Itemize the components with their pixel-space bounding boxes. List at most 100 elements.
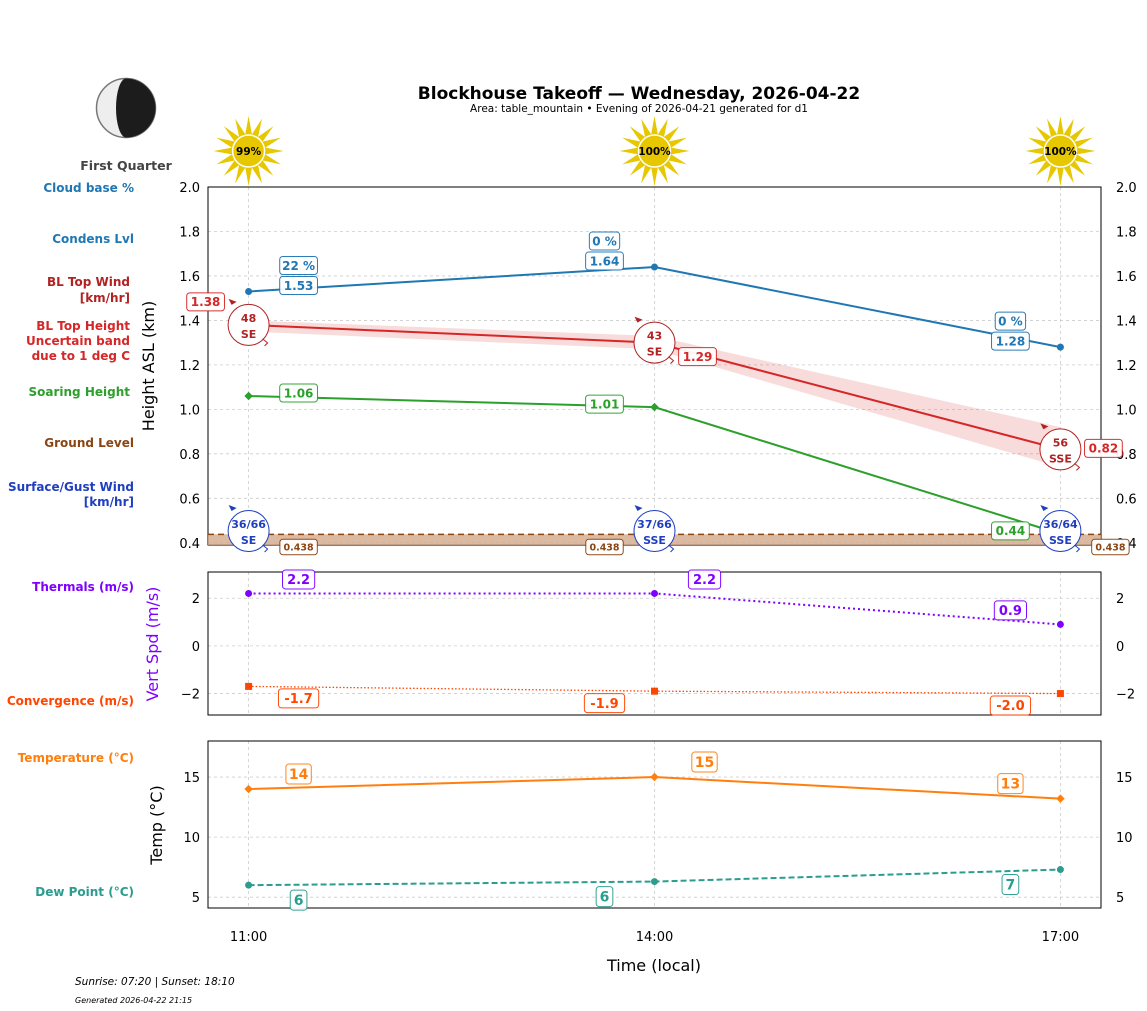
bl-top-wind-circle bbox=[633, 321, 676, 364]
y-tick-label: 0.6 bbox=[179, 492, 200, 507]
dewpoint-label-box bbox=[289, 889, 308, 911]
temperature-point bbox=[650, 772, 659, 782]
legend-condens: Condens Lvl bbox=[52, 232, 134, 246]
bl-top-wind-circle bbox=[1039, 428, 1082, 471]
y-tick-label: 0.4 bbox=[179, 537, 200, 552]
surface-wind-direction: SSE bbox=[1049, 534, 1072, 547]
convergence-label: -2.0 bbox=[996, 699, 1024, 714]
surface-wind-direction-arrow-icon bbox=[1040, 505, 1049, 511]
bl-top-wind-speed: 48 bbox=[241, 312, 256, 325]
surface-wind-direction: SSE bbox=[643, 534, 666, 547]
bl-top-height-label: 1.38 bbox=[191, 295, 221, 309]
legend-bl-band: Uncertain band bbox=[26, 334, 130, 348]
sun-disc bbox=[231, 134, 266, 168]
ground-level-label-box bbox=[1091, 538, 1130, 556]
cloud-base-label-box bbox=[588, 231, 621, 251]
y-tick-label-right: 2 bbox=[1116, 592, 1124, 607]
sun-percent-label: 100% bbox=[638, 146, 671, 158]
convergence-label-box bbox=[989, 695, 1032, 716]
dewpoint-point bbox=[245, 881, 253, 889]
y-tick-label-right: 2.0 bbox=[1116, 181, 1137, 196]
x-tick-label: 11:00 bbox=[230, 930, 267, 945]
soaring-point bbox=[244, 391, 253, 401]
soaring-height-label: 1.06 bbox=[284, 386, 314, 400]
sun-disc bbox=[637, 134, 672, 168]
y-tick-label: 2.0 bbox=[179, 181, 200, 196]
surface-wind-circle bbox=[1039, 510, 1082, 552]
convergence-label-box bbox=[277, 688, 320, 709]
thermals-point bbox=[245, 589, 253, 597]
soaring-height-label: 1.01 bbox=[590, 397, 620, 411]
legend-bl-band-note: due to 1 deg C bbox=[32, 349, 131, 363]
y-tick-label: 15 bbox=[183, 771, 200, 786]
ground-level-label-box bbox=[279, 538, 318, 556]
condens-label: 1.53 bbox=[284, 279, 314, 293]
ground-level-label-box bbox=[585, 538, 624, 556]
thermals-point bbox=[1056, 620, 1064, 628]
convergence-point bbox=[245, 682, 253, 690]
temperature-point bbox=[1056, 794, 1065, 803]
bl-top-wind-direction-arrow-icon bbox=[228, 298, 237, 305]
convergence-label-box bbox=[583, 693, 626, 714]
moon-icon bbox=[95, 77, 157, 139]
generated-timestamp: Generated 2026-04-22 21:15 bbox=[75, 996, 192, 1005]
chart-title: Blockhouse Takeoff — Wednesday, 2026-04-… bbox=[418, 84, 860, 104]
bl-top-wind-direction: SSE bbox=[1049, 452, 1072, 465]
chart-subtitle: Area: table_mountain • Evening of 2026-0… bbox=[470, 103, 808, 115]
convergence-point bbox=[651, 687, 658, 695]
cloud-base-label: 0 % bbox=[592, 234, 617, 248]
bl-top-wind-direction: SE bbox=[241, 328, 256, 341]
thermals-label-box bbox=[687, 569, 722, 590]
bl-top-wind-speed: 56 bbox=[1053, 436, 1069, 449]
legend-bl-wind-unit: [km/hr] bbox=[80, 291, 130, 305]
convergence-label: -1.9 bbox=[590, 697, 618, 712]
bl-top-wind-tail-icon bbox=[1074, 462, 1081, 471]
bl-top-wind-tail-icon bbox=[262, 338, 269, 347]
sun-percent-label: 99% bbox=[236, 146, 262, 158]
soaring-height-label: 0.44 bbox=[996, 524, 1026, 538]
soaring-height-label-box bbox=[585, 394, 624, 414]
surface-wind-tail-icon bbox=[262, 544, 269, 553]
cloud-base-label-box bbox=[279, 256, 318, 276]
soaring-height-label-box bbox=[279, 383, 318, 403]
condens-label: 1.28 bbox=[996, 334, 1026, 348]
cloud-base-label: 0 % bbox=[998, 314, 1023, 328]
convergence-point bbox=[1056, 690, 1064, 698]
condens-point bbox=[651, 263, 658, 271]
y-tick-label-right: 1.4 bbox=[1116, 314, 1137, 329]
y-tick-label: 2 bbox=[192, 592, 200, 607]
y-tick-label-right: −2 bbox=[1116, 688, 1135, 703]
thermals-label: 0.9 bbox=[999, 604, 1022, 619]
dewpoint-label-box bbox=[1001, 874, 1020, 896]
soaring-height-label-box bbox=[991, 521, 1030, 541]
thermals-label-box bbox=[282, 569, 316, 590]
surface-wind-direction-arrow-icon bbox=[228, 505, 237, 511]
temperature-label-box bbox=[691, 751, 718, 773]
condens-label-box bbox=[991, 331, 1030, 351]
panel-frame bbox=[207, 186, 1102, 546]
y-tick-label-right: 10 bbox=[1116, 831, 1133, 846]
temperature-label-box bbox=[997, 773, 1024, 795]
y-tick-label-right: 1.8 bbox=[1116, 225, 1137, 240]
ground-level-label: 0.438 bbox=[1095, 542, 1125, 553]
bl-top-height-label-box bbox=[1084, 438, 1123, 458]
bl-top-wind-direction-arrow-icon bbox=[1040, 423, 1049, 430]
surface-wind-speed: 36/66 bbox=[231, 518, 266, 531]
y-tick-label-right: 15 bbox=[1116, 771, 1133, 786]
temperature-label-box bbox=[285, 763, 312, 785]
ground-level-label: 0.438 bbox=[589, 542, 619, 553]
y-axis-label-vert-speed: Vert Spd (m/s) bbox=[143, 587, 162, 702]
panel-frame bbox=[207, 571, 1102, 716]
legend-temperature: Temperature (°C) bbox=[18, 751, 134, 765]
condens-point bbox=[245, 288, 253, 296]
legend-surface-wind-unit: [km/hr] bbox=[84, 495, 134, 509]
cloud-base-label: 22 % bbox=[282, 259, 315, 273]
ground-level-label: 0.438 bbox=[284, 542, 314, 553]
y-tick-label: 1.4 bbox=[179, 314, 200, 329]
bl-top-wind-direction-arrow-icon bbox=[634, 316, 643, 323]
temperature-label: 14 bbox=[289, 767, 309, 783]
sun-times: Sunrise: 07:20 | Sunset: 18:10 bbox=[75, 976, 235, 988]
y-tick-label-right: 0.6 bbox=[1116, 492, 1137, 507]
legend-convergence: Convergence (m/s) bbox=[7, 694, 134, 708]
